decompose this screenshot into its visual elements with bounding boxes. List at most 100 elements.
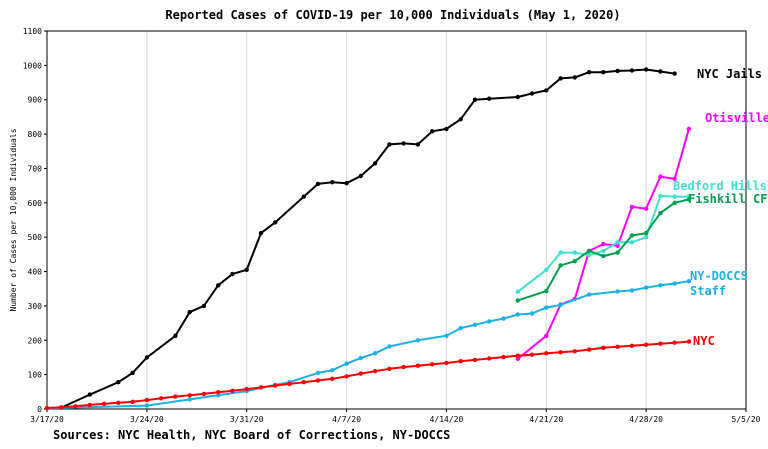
series-line <box>517 128 690 360</box>
data-point <box>643 235 649 240</box>
series-label-line: NYC Jails <box>697 67 762 81</box>
data-point <box>544 88 549 93</box>
data-point <box>501 316 506 321</box>
data-point <box>458 117 463 122</box>
data-point <box>430 362 435 367</box>
data-point <box>344 181 349 186</box>
data-point <box>59 405 64 410</box>
data-point <box>629 204 635 210</box>
data-point <box>358 355 363 361</box>
data-point <box>216 393 221 398</box>
series-fishkill-cf <box>515 197 692 303</box>
series-label-otisville-cf: Otisville CF <box>705 111 768 125</box>
data-point <box>686 126 692 132</box>
data-point <box>401 141 406 146</box>
data-point <box>658 69 663 74</box>
data-point <box>344 361 349 366</box>
data-point <box>187 393 192 398</box>
data-point <box>372 161 378 166</box>
data-point <box>372 351 378 356</box>
series-label-line: NY-DOCCS <box>690 269 748 283</box>
data-point <box>658 210 663 216</box>
data-point <box>601 241 606 247</box>
data-point <box>301 194 306 199</box>
data-point <box>686 197 692 202</box>
data-point <box>529 91 535 96</box>
data-point <box>643 230 649 236</box>
data-point <box>173 394 178 399</box>
y-tick-label: 1000 <box>23 61 42 70</box>
data-point <box>144 403 150 408</box>
data-point <box>472 357 478 363</box>
series-line <box>46 280 690 410</box>
x-tick-label: 4/28/20 <box>629 415 663 424</box>
data-point <box>487 356 492 361</box>
series-label-line: Fishkill CF <box>688 192 767 206</box>
data-point <box>558 250 563 255</box>
y-tick-label: 400 <box>28 268 43 277</box>
series-line <box>517 194 689 293</box>
y-tick-label: 0 <box>37 405 42 414</box>
data-point <box>515 298 520 303</box>
data-point <box>472 97 478 102</box>
data-point <box>672 281 677 286</box>
data-point <box>544 351 549 356</box>
data-point <box>430 129 435 134</box>
data-point <box>544 305 549 310</box>
data-point <box>515 94 520 100</box>
y-tick-label: 1100 <box>23 27 42 36</box>
y-axis-label: Number of Cases per 10,000 Individuals <box>9 128 18 311</box>
chart-title: Reported Cases of COVID-19 per 10,000 In… <box>165 8 620 22</box>
x-tick-label: 4/14/20 <box>430 415 464 424</box>
data-point <box>672 200 677 205</box>
data-point <box>458 326 463 331</box>
x-tick-label: 3/17/20 <box>30 415 64 424</box>
series-line <box>46 340 689 409</box>
x-tick-label: 4/21/20 <box>529 415 563 424</box>
data-point <box>444 360 449 366</box>
data-point <box>130 370 135 376</box>
y-tick-label: 600 <box>28 199 43 208</box>
data-point <box>615 240 620 245</box>
data-point <box>387 344 392 349</box>
source-note: Sources: NYC Health, NYC Board of Correc… <box>53 428 451 442</box>
data-point <box>529 311 535 316</box>
data-point <box>487 319 492 324</box>
data-point <box>387 142 392 147</box>
y-tick-label: 900 <box>28 96 43 105</box>
data-point <box>130 399 135 404</box>
data-point <box>672 71 677 76</box>
data-point <box>258 385 264 390</box>
data-point <box>672 340 677 345</box>
data-point <box>44 405 50 411</box>
data-point <box>615 250 620 255</box>
data-point <box>187 397 192 402</box>
data-point <box>144 355 150 360</box>
data-point <box>586 248 592 254</box>
data-point <box>401 364 406 370</box>
data-point <box>244 386 249 392</box>
data-point <box>615 344 620 349</box>
data-point <box>458 359 463 364</box>
data-point <box>144 397 150 403</box>
data-point <box>415 363 421 368</box>
y-tick-label: 800 <box>28 130 43 139</box>
data-point <box>615 289 620 294</box>
series-label-line: Staff <box>690 284 726 298</box>
series-labels: NYC Jails Otisville CF Bedford HillsFishki… <box>673 67 768 348</box>
series-label-line: Bedford Hills <box>673 179 767 193</box>
data-point <box>116 400 121 405</box>
data-point <box>244 267 249 272</box>
data-point <box>643 67 649 72</box>
data-point <box>529 352 535 357</box>
data-point <box>558 263 563 268</box>
series-ny-doccs-staff <box>44 279 692 411</box>
data-point <box>258 230 264 236</box>
data-point <box>586 252 592 258</box>
data-point <box>330 180 335 185</box>
data-point <box>273 383 278 388</box>
data-point <box>330 368 335 373</box>
x-tick-label: 3/24/20 <box>130 415 164 424</box>
plot-frame <box>46 30 747 410</box>
